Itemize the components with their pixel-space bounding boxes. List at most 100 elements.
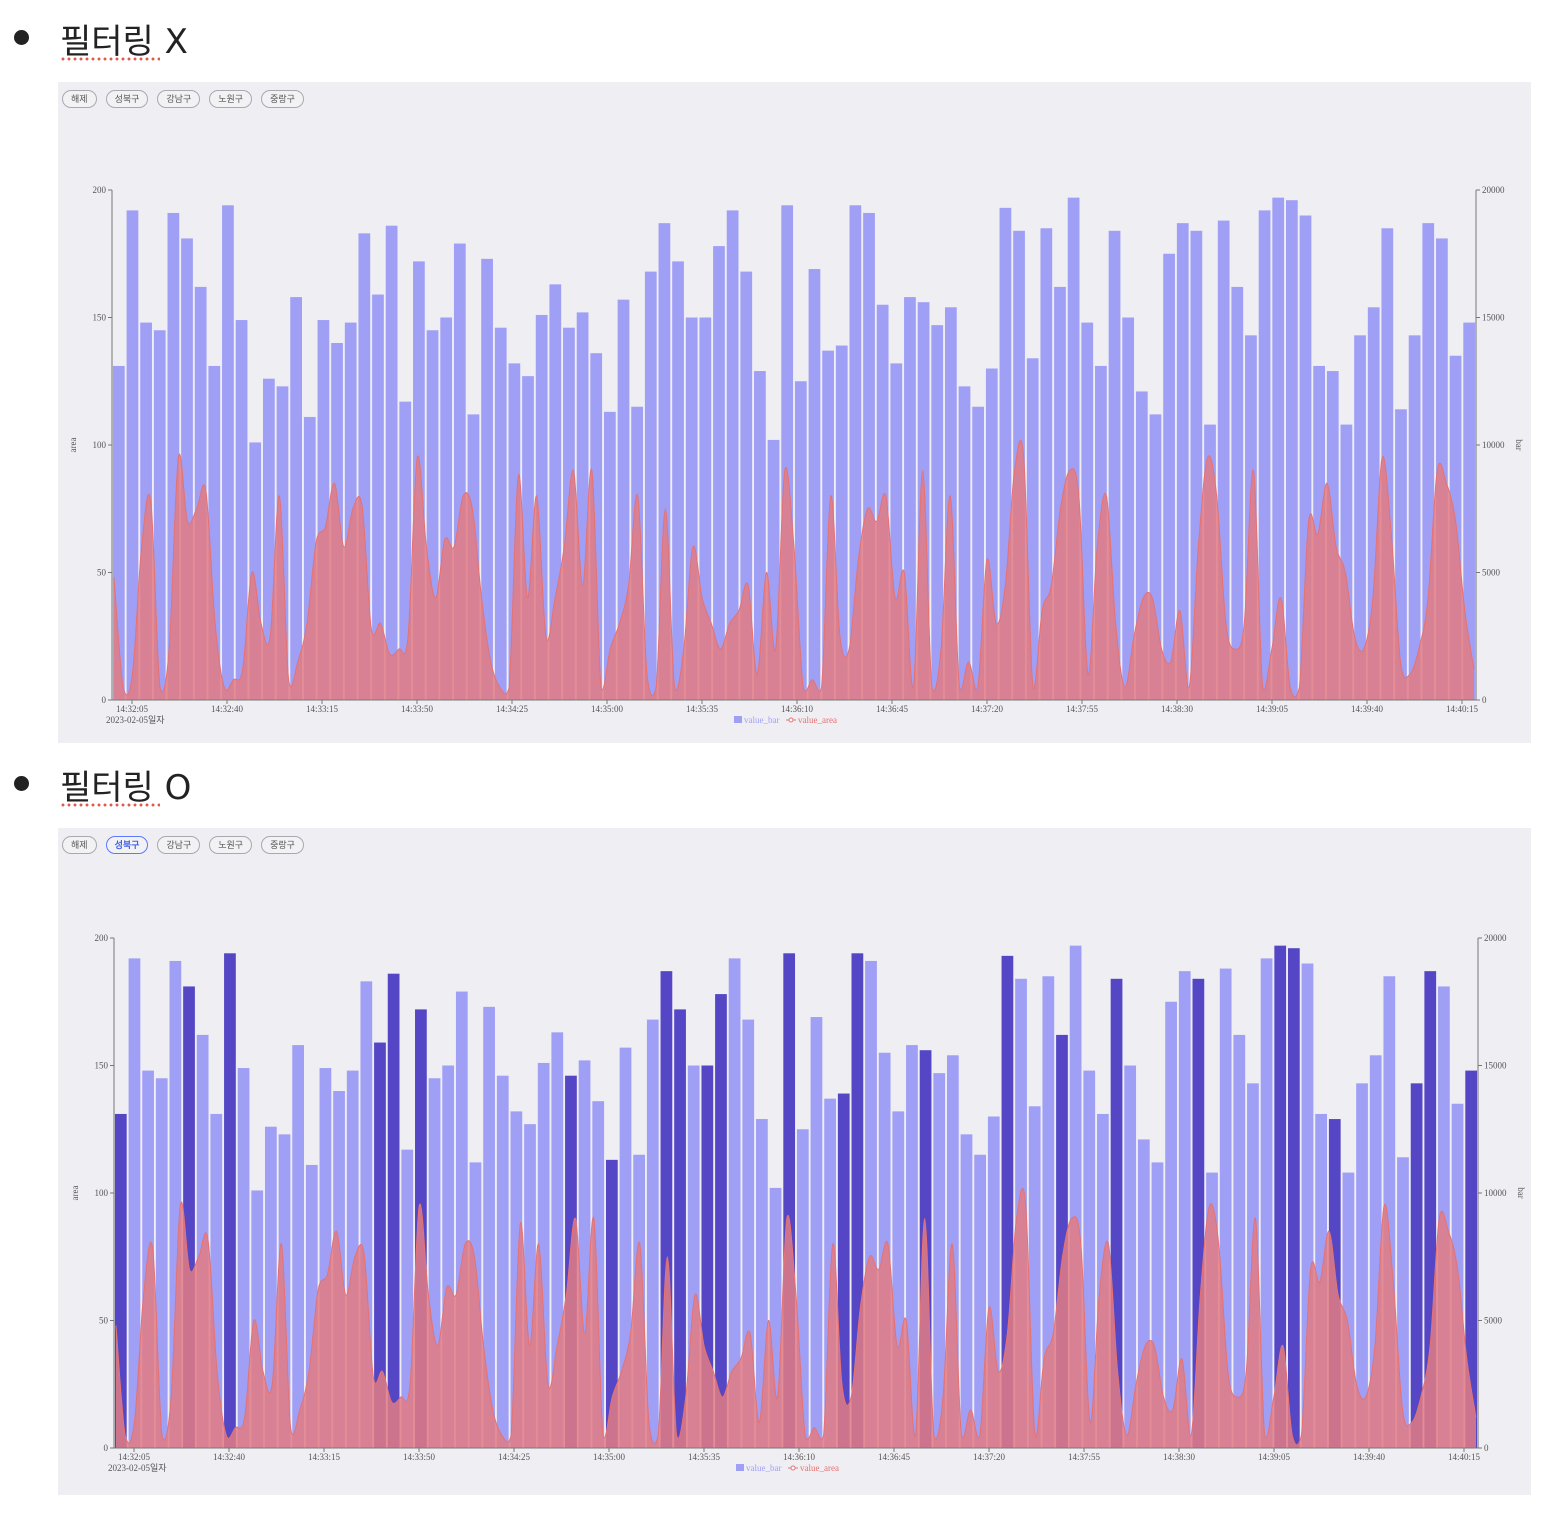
legend-label-bar: value_bar [744, 715, 779, 725]
y-tick-label-left: 100 [95, 1188, 109, 1198]
bar [958, 386, 971, 700]
bar [183, 986, 195, 1448]
bar [685, 317, 698, 700]
x-tick-label: 14:32:40 [213, 1452, 246, 1462]
bar [1424, 971, 1437, 1448]
bar [713, 246, 725, 700]
bar [401, 1149, 414, 1448]
chart-1: 0 50 100 150 200 0 5000 10000 15000 20000 area bar 1… [68, 185, 1524, 725]
filter-chip-jungnang[interactable]: 중랑구 [261, 836, 304, 854]
y-tick-label-right: 20000 [1482, 185, 1505, 195]
y-axis-label-left: area [70, 1186, 80, 1201]
x-tick-label: 14:33:15 [306, 704, 339, 714]
bar [1367, 307, 1380, 700]
bar [1299, 215, 1312, 700]
legend-marker-area [790, 1465, 796, 1471]
bar [128, 958, 141, 1448]
y-tick-label-left: 50 [99, 1316, 109, 1326]
bar [1042, 976, 1055, 1448]
bar [1410, 1083, 1423, 1448]
bar [1354, 335, 1366, 700]
x-tick-label: 14:39:05 [1256, 704, 1289, 714]
bar [181, 238, 193, 700]
bar [658, 223, 671, 700]
bar [210, 1113, 223, 1448]
y-tick-label-left: 200 [93, 185, 107, 195]
filter-chip-nowon[interactable]: 노원구 [209, 836, 253, 854]
bar [1465, 1070, 1478, 1448]
filter-chip-gangnam[interactable]: 강남구 [157, 836, 201, 854]
bar [1356, 1083, 1368, 1448]
section-title-1: 필터링 X [60, 22, 188, 62]
y-axis-label-right: bar [1516, 1187, 1526, 1199]
x-tick-label: 14:36:10 [781, 704, 814, 714]
x-tick-label: 14:35:00 [593, 1452, 626, 1462]
x-tick-label: 14:33:50 [403, 1452, 436, 1462]
bar [305, 1164, 318, 1448]
bar [510, 1111, 523, 1448]
bar [1217, 220, 1230, 700]
filter-chip-reset[interactable]: 해제 [62, 836, 97, 854]
bar [303, 416, 316, 700]
bar [551, 1032, 564, 1448]
filter-chip-seongbuk[interactable]: 성북구 [105, 90, 149, 108]
bar [358, 233, 371, 700]
y-tick-label-right: 10000 [1482, 440, 1505, 450]
y-tick-label-left: 150 [93, 313, 107, 323]
x-tick-label: 14:35:00 [591, 704, 624, 714]
bar [264, 1126, 277, 1448]
filter-chip-gangnam[interactable]: 강남구 [157, 90, 201, 108]
bar [687, 1065, 700, 1448]
bar [726, 210, 739, 700]
bar [1395, 409, 1407, 700]
bar [426, 330, 439, 700]
bar [1056, 1034, 1068, 1448]
bar [715, 994, 727, 1448]
bar [1026, 358, 1039, 700]
bar [1081, 322, 1094, 700]
filter-chip-reset[interactable]: 해제 [62, 90, 97, 108]
filter-chip-jungnang[interactable]: 중랑구 [261, 90, 304, 108]
bar [808, 269, 821, 700]
x-tick-label: 14:39:40 [1353, 1452, 1386, 1462]
bar [892, 1111, 905, 1448]
area-line [113, 440, 1475, 698]
x-tick-label: 14:40:15 [1448, 1452, 1481, 1462]
bar [617, 299, 630, 700]
chart-2: 0 50 100 150 200 0 5000 10000 15000 20000 area bar 1… [70, 933, 1526, 1473]
bar [360, 981, 373, 1448]
bar [374, 1042, 386, 1448]
filter-chip-seongbuk[interactable]: 성북구 [105, 836, 149, 854]
bar [646, 1019, 659, 1448]
bar [1231, 286, 1244, 700]
bar [1381, 228, 1394, 700]
bar [1233, 1034, 1246, 1448]
bar [1124, 1065, 1137, 1448]
bar [1040, 228, 1053, 700]
y-axis-label-right: bar [1514, 439, 1524, 451]
bar [931, 325, 944, 700]
bar [767, 439, 780, 700]
bar [1001, 955, 1014, 1448]
bar [346, 1070, 359, 1448]
bar [235, 320, 248, 700]
bar [1149, 414, 1162, 700]
bar [1163, 253, 1175, 700]
bar [1108, 230, 1121, 701]
bar [399, 401, 412, 700]
x-tick-label: 14:35:35 [686, 704, 719, 714]
bar [237, 1068, 250, 1448]
x-tick-label: 14:40:15 [1446, 704, 1479, 714]
x-tick-label: 14:37:20 [971, 704, 1004, 714]
bar [1110, 978, 1123, 1448]
bar [344, 322, 357, 700]
bar [974, 1154, 986, 1448]
bar [1383, 976, 1396, 1448]
bar [1122, 317, 1135, 700]
bar [483, 1006, 495, 1448]
y-tick-label-right: 5000 [1482, 568, 1501, 578]
filter-chip-nowon[interactable]: 노원구 [209, 90, 253, 108]
bar [672, 261, 684, 700]
bar [1285, 200, 1298, 700]
spellcheck-underline [60, 802, 160, 808]
